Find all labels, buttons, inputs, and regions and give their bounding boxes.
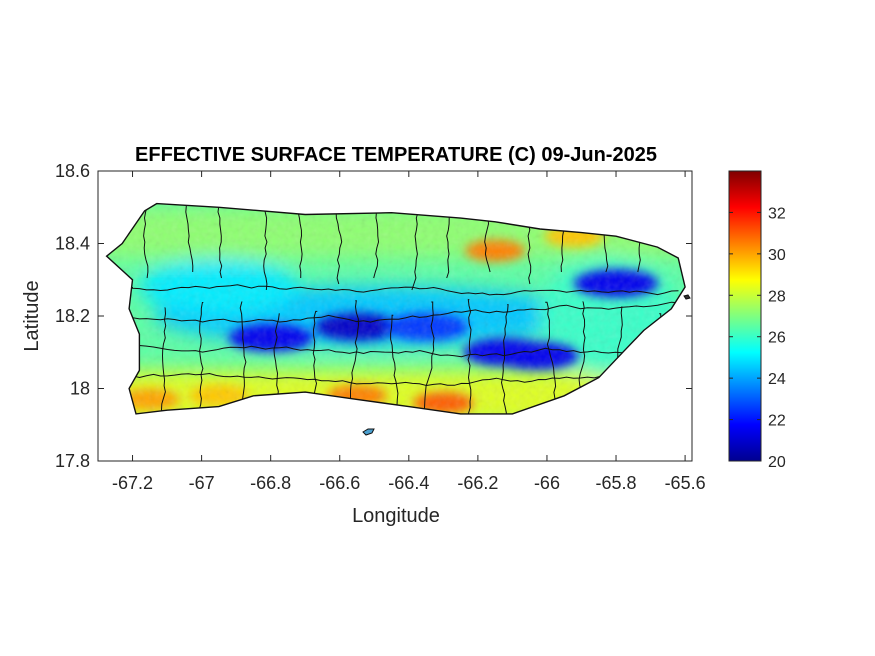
- municipal-boundary: [184, 203, 194, 273]
- x-tick-label: -66.6: [319, 473, 360, 493]
- municipal-boundary: [132, 369, 679, 387]
- x-tick-label: -67.2: [112, 473, 153, 493]
- colorbar-tick-label: 24: [768, 371, 786, 388]
- municipality-boundaries: [132, 203, 679, 414]
- colorbar-tick-label: 30: [768, 247, 786, 264]
- east-islet: [683, 294, 691, 300]
- colorbar-gradient: [728, 170, 762, 462]
- municipal-boundary: [198, 302, 204, 414]
- x-tick-label: -66.8: [250, 473, 291, 493]
- chart-title: EFFECTIVE SURFACE TEMPERATURE (C) 09-Jun…: [135, 144, 657, 166]
- y-tick-label: 18: [70, 379, 90, 399]
- municipal-boundary: [217, 203, 223, 279]
- x-tick-label: -67: [189, 473, 215, 493]
- x-tick-label: -65.6: [665, 473, 706, 493]
- heat-texture: [106, 203, 686, 414]
- y-axis-ticks: 17.8 18 18.2 18.4 18.6: [55, 161, 692, 471]
- x-axis-ticks: -67.2 -67 -66.8 -66.6 -66.4 -66.2 -66 -65.8 -65.…: [112, 171, 706, 493]
- municipal-boundary: [132, 284, 679, 296]
- municipal-boundary: [132, 301, 679, 323]
- x-tick-label: -66.2: [457, 473, 498, 493]
- municipal-boundary: [423, 301, 435, 414]
- colorbar-ticks: 20 22 24 26 28 30 32: [729, 205, 786, 471]
- municipal-boundary: [160, 307, 167, 414]
- y-tick-label: 17.8: [55, 451, 90, 471]
- municipal-boundary: [466, 299, 472, 414]
- x-tick-label: -66: [534, 473, 560, 493]
- x-tick-label: -66.4: [388, 473, 429, 493]
- y-tick-label: 18.2: [55, 306, 90, 326]
- colorbar-tick-label: 32: [768, 205, 786, 222]
- x-axis-label: Longitude: [352, 505, 440, 527]
- municipal-boundary: [500, 304, 509, 414]
- caja-de-muertos-islet: [362, 428, 375, 436]
- municipal-boundary: [132, 344, 679, 358]
- y-tick-label: 18.6: [55, 161, 90, 181]
- colorbar-tick-label: 26: [768, 330, 786, 347]
- x-tick-label: -65.8: [596, 473, 637, 493]
- small-islets: [362, 294, 691, 436]
- y-axis-label: Latitude: [21, 280, 43, 351]
- colorbar-tick-label: 28: [768, 288, 786, 305]
- y-tick-label: 18.4: [55, 234, 90, 254]
- colorbar-tick-label: 20: [768, 454, 786, 471]
- colorbar-tick-label: 22: [768, 413, 786, 430]
- colorbar: 20 22 24 26 28 30 32: [728, 170, 786, 471]
- boundary-lines: [132, 203, 679, 414]
- island-coastline: [105, 202, 686, 415]
